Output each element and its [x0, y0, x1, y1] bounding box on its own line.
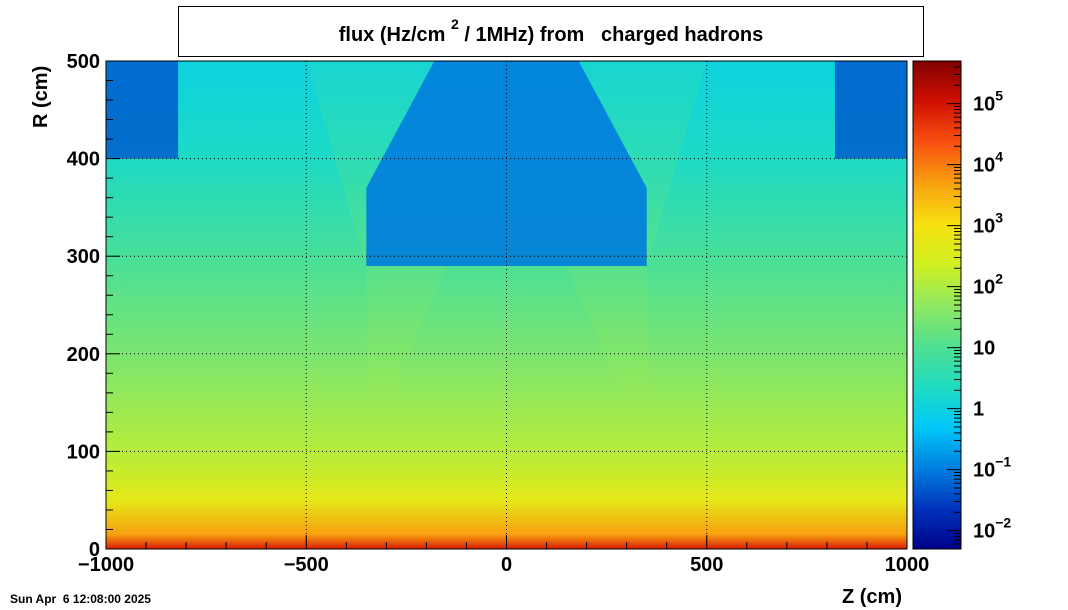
title-superscript: 2	[450, 16, 459, 32]
x-tick-label: −1000	[78, 554, 134, 576]
endcap-low-flux-region-left	[106, 61, 179, 159]
colorbar-tick-label: 1	[973, 399, 984, 421]
chart-title-box: flux (Hz/cm 2 / 1MHz) from charged hadro…	[178, 6, 924, 57]
y-axis-title: R (cm)	[30, 65, 52, 128]
colorbar-tick-label: 104	[973, 149, 1003, 177]
colorbar-tick-label: 102	[973, 271, 1003, 299]
title-part1: flux (Hz/cm	[338, 24, 451, 46]
y-tick-label: 500	[67, 51, 100, 73]
grid-lines	[106, 61, 907, 549]
x-tick-label: 0	[501, 554, 512, 576]
colorbar-tick-label: 10	[973, 338, 995, 360]
x-axis-title: Z (cm)	[842, 586, 902, 608]
colorbar-tick-label: 103	[973, 210, 1003, 238]
y-tick-label: 200	[67, 344, 100, 366]
y-tick-label: 300	[67, 246, 100, 268]
colorbar-tick-label: 10−1	[973, 454, 1011, 482]
endcap-low-flux-region-right	[834, 61, 907, 159]
title-part2: / 1MHz) from charged hadrons	[458, 24, 764, 46]
axes: −1000 −500 0 500 1000 0 100 200 300 400 500	[67, 51, 930, 576]
x-tick-label: 1000	[885, 554, 930, 576]
x-tick-label: 500	[690, 554, 723, 576]
colorbar-scale	[912, 60, 962, 550]
colorbar-tick-label: 10−2	[973, 515, 1011, 543]
colorbar-tick-label: 105	[973, 88, 1003, 116]
y-tick-label: 400	[67, 149, 100, 171]
y-tick-label: 100	[67, 441, 100, 463]
chart-title: flux (Hz/cm 2 / 1MHz) from charged hadro…	[179, 16, 923, 47]
inner-low-flux-region	[366, 61, 647, 266]
y-tick-label: 0	[89, 539, 100, 561]
x-tick-label: −500	[284, 554, 329, 576]
timestamp: Sun Apr 6 12:08:00 2025	[10, 592, 151, 606]
